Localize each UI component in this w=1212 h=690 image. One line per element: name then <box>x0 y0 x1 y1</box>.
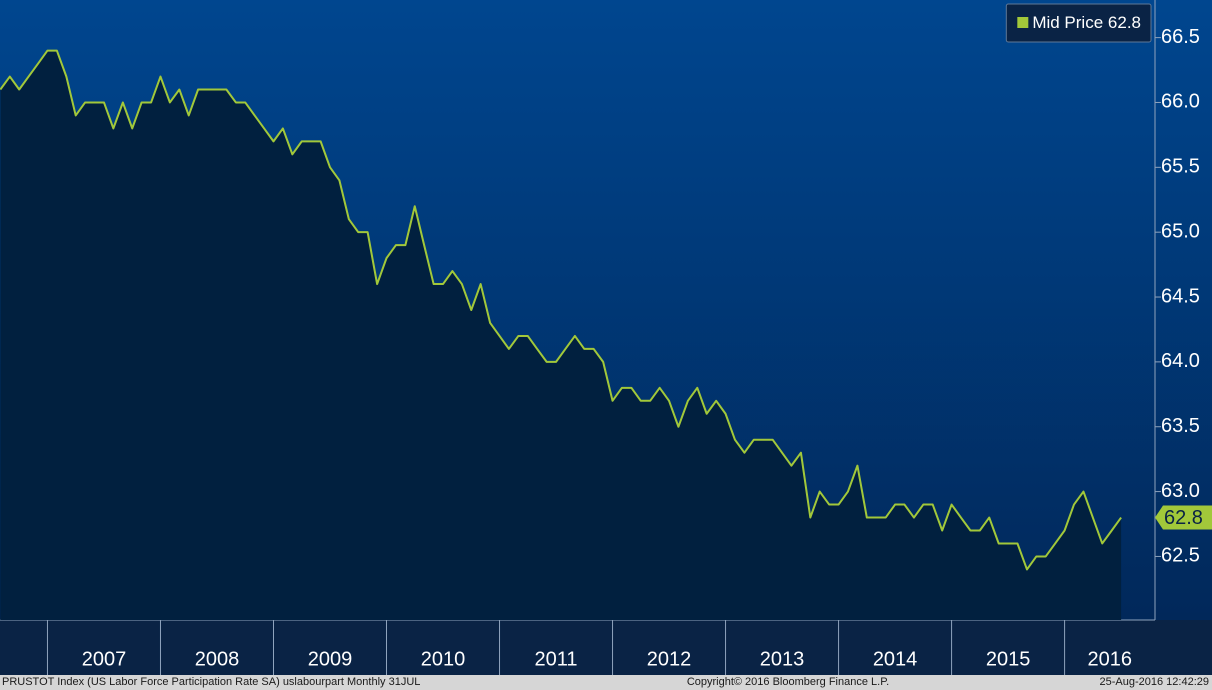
legend-box <box>1005 3 1152 43</box>
x-tick-label: 2013 <box>760 648 805 670</box>
x-tick-label: 2010 <box>421 648 466 670</box>
line <box>0 49 1122 571</box>
x-tick-label: 2009 <box>308 648 353 670</box>
y-tick-label: 62.5 <box>1161 545 1200 567</box>
legend-text: Mid Price 62.8 <box>1032 13 1141 32</box>
x-tick-label: 2011 <box>535 648 578 670</box>
x-tick-label: 2016 <box>1088 648 1133 670</box>
x-tick-label: 2008 <box>195 648 240 670</box>
x-tick-label: 2015 <box>986 648 1031 670</box>
y-tick-label: 64.0 <box>1161 350 1200 372</box>
footer-right: 25-Aug-2016 12:42:29 <box>1100 676 1209 688</box>
x-tick-label: 2014 <box>873 648 918 670</box>
y-tick-label: 63.0 <box>1161 480 1200 502</box>
footer-left: PRUSTOT Index (US Labor Force Participat… <box>2 676 420 688</box>
legend-value: 62.8 <box>1108 13 1141 32</box>
y-tick-label: 64.5 <box>1161 285 1200 307</box>
footer-band <box>0 675 1212 690</box>
legend-name: Mid Price <box>1032 13 1103 32</box>
y-tick-label: 63.5 <box>1161 415 1200 437</box>
x-axis-band <box>0 620 1212 675</box>
y-tick-label: 65.5 <box>1161 156 1200 178</box>
y-tick-label: 65.0 <box>1161 220 1200 242</box>
legend: Mid Price 62.8 <box>1005 3 1152 43</box>
x-tick-label: 2012 <box>647 648 692 670</box>
footer-center: Copyright© 2016 Bloomberg Finance L.P. <box>687 676 889 688</box>
y-tick-label: 66.5 <box>1161 26 1200 48</box>
last-value-label: 62.8 <box>1164 507 1203 529</box>
y-tick-label: 66.0 <box>1161 91 1200 113</box>
area <box>0 50 1122 620</box>
x-tick-label: 2007 <box>82 648 127 670</box>
last-value-tag <box>1155 505 1212 530</box>
plot <box>0 49 1122 620</box>
legend-swatch <box>1017 17 1029 28</box>
